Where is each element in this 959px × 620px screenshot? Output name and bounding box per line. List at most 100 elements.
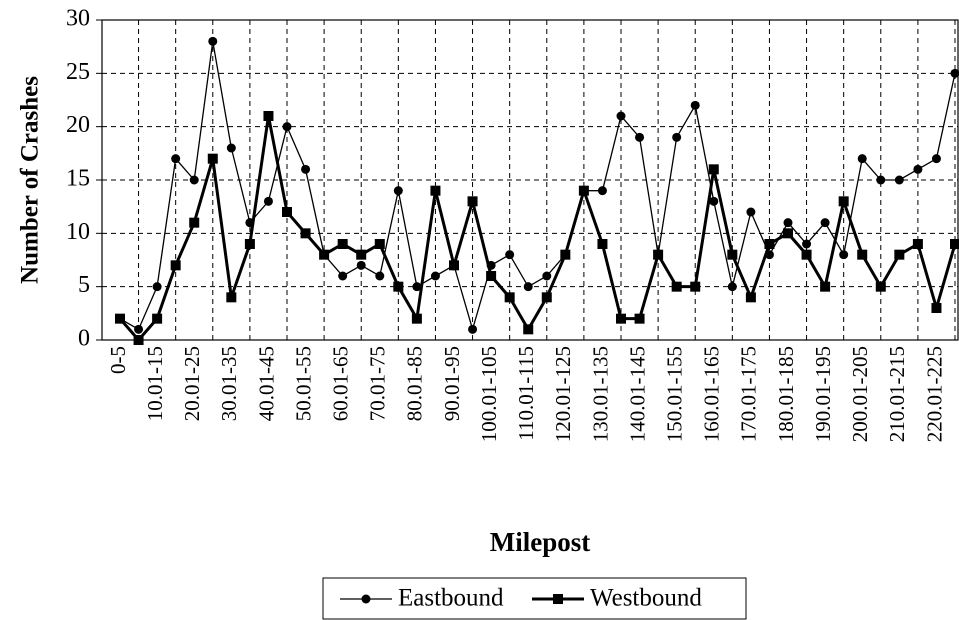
marker <box>783 228 793 239</box>
x-tick-label: 50.01-55 <box>291 346 315 421</box>
marker <box>616 313 626 324</box>
marker <box>207 153 218 164</box>
marker <box>282 122 292 132</box>
marker <box>319 249 330 260</box>
marker <box>467 196 478 207</box>
marker <box>671 281 682 292</box>
x-axis-title: Milepost <box>490 527 591 557</box>
x-tick-label: 190.01-195 <box>811 346 835 442</box>
x-tick-label: 60.01-65 <box>328 346 352 421</box>
x-tick-label: 10.01-15 <box>143 346 167 421</box>
marker <box>709 196 719 206</box>
marker <box>875 281 886 292</box>
marker <box>931 154 941 164</box>
marker <box>764 239 775 249</box>
x-tick-label: 220.01-225 <box>922 346 946 442</box>
y-tick-label: 5 <box>78 272 90 298</box>
x-tick-label: 160.01-165 <box>700 346 724 442</box>
x-tick-label: 100.01-105 <box>477 346 501 442</box>
marker <box>616 111 626 121</box>
x-tick-label: 170.01-175 <box>737 346 761 442</box>
marker <box>876 175 886 185</box>
marker <box>486 271 497 281</box>
y-tick-label: 15 <box>66 166 90 192</box>
marker <box>690 100 700 110</box>
marker <box>931 303 942 313</box>
marker <box>560 249 571 260</box>
marker <box>523 324 534 335</box>
marker <box>430 271 440 281</box>
marker <box>894 249 905 260</box>
marker <box>361 594 371 604</box>
x-tick-label: 140.01-145 <box>625 346 649 442</box>
y-tick-label: 10 <box>66 219 90 245</box>
marker <box>133 335 144 345</box>
marker <box>504 292 515 303</box>
marker <box>839 250 849 260</box>
marker <box>468 324 478 334</box>
x-tick-label: 210.01-215 <box>885 346 909 442</box>
x-tick-label: 90.01-95 <box>440 346 464 421</box>
marker <box>541 292 552 303</box>
marker <box>152 282 162 292</box>
marker <box>745 292 756 303</box>
marker <box>894 175 904 185</box>
marker <box>152 313 163 324</box>
marker <box>171 154 181 164</box>
marker <box>727 282 737 292</box>
marker <box>374 239 385 249</box>
marker <box>263 196 273 206</box>
marker <box>690 281 701 292</box>
marker <box>820 281 831 292</box>
marker <box>393 281 404 292</box>
x-tick-label: 150.01-155 <box>662 346 686 442</box>
y-tick-label: 20 <box>66 112 90 138</box>
marker <box>838 196 849 207</box>
marker <box>597 239 608 249</box>
marker <box>208 36 218 46</box>
x-tick-label: 40.01-45 <box>254 346 278 421</box>
marker <box>170 260 181 271</box>
marker <box>950 68 959 78</box>
legend-label: Westbound <box>590 585 702 612</box>
marker <box>115 313 125 324</box>
y-tick-label: 0 <box>78 326 90 352</box>
x-tick-label: 180.01-185 <box>774 346 798 442</box>
x-tick-label: 30.01-35 <box>217 346 241 421</box>
plot-border <box>101 19 959 341</box>
marker <box>189 217 200 228</box>
marker <box>356 260 366 270</box>
marker <box>134 324 144 334</box>
marker <box>411 313 422 324</box>
marker <box>505 250 515 260</box>
marker <box>449 260 459 271</box>
x-tick-label: 130.01-135 <box>588 346 612 442</box>
marker <box>801 249 812 260</box>
x-tick-label: 0-5 <box>106 346 130 374</box>
marker <box>226 292 237 303</box>
series-line <box>119 41 956 332</box>
marker <box>301 164 311 174</box>
y-tick-label: 25 <box>66 59 90 85</box>
x-tick-label: 200.01-205 <box>848 346 872 442</box>
x-tick-label: 110.01-115 <box>514 346 538 441</box>
marker <box>635 132 645 142</box>
marker <box>226 143 236 153</box>
marker <box>263 111 274 121</box>
marker <box>430 185 441 196</box>
marker <box>244 239 255 249</box>
marker <box>727 249 738 260</box>
x-tick-label: 70.01-75 <box>366 346 390 421</box>
marker <box>913 164 923 174</box>
marker <box>708 164 719 175</box>
marker <box>653 249 664 260</box>
y-tick-label: 30 <box>66 6 90 32</box>
marker <box>802 239 812 249</box>
series-line <box>118 115 957 343</box>
marker <box>746 207 756 217</box>
marker <box>300 228 311 239</box>
x-tick-label: 80.01-85 <box>403 346 427 421</box>
marker <box>282 207 292 217</box>
x-tick-label: 20.01-25 <box>180 346 204 421</box>
